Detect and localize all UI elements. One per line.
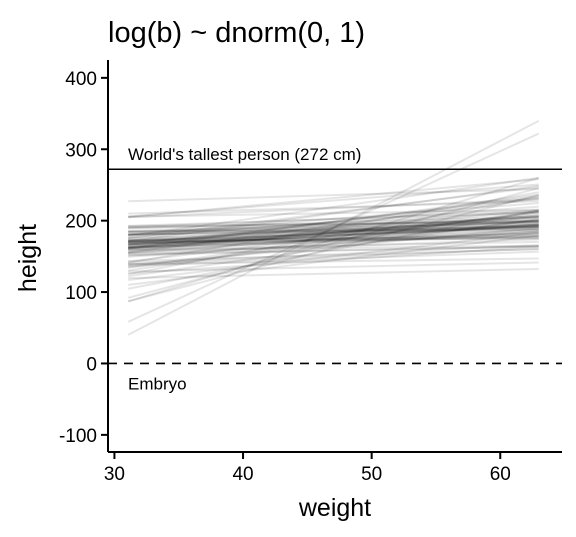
x-tick-label: 50 bbox=[361, 464, 382, 485]
y-axis-title: height bbox=[14, 224, 42, 292]
embryo-label: Embryo bbox=[128, 374, 187, 393]
tallest-person-label: World's tallest person (272 cm) bbox=[128, 145, 361, 164]
x-axis: 30 40 50 60 bbox=[104, 452, 562, 485]
y-tick-label: 0 bbox=[86, 354, 97, 375]
x-tick-label: 30 bbox=[104, 464, 125, 485]
y-tick-label: 400 bbox=[65, 69, 97, 90]
chart-title: log(b) ~ dnorm(0, 1) bbox=[108, 17, 365, 49]
y-tick-label: 100 bbox=[65, 283, 97, 304]
x-tick-label: 60 bbox=[490, 464, 511, 485]
x-tick-label: 40 bbox=[232, 464, 253, 485]
x-axis-title: weight bbox=[298, 494, 371, 522]
y-tick-label: -100 bbox=[59, 426, 97, 447]
y-axis: -100 0 100 200 300 400 bbox=[59, 60, 108, 452]
y-tick-label: 300 bbox=[65, 140, 97, 161]
y-tick-label: 200 bbox=[65, 212, 97, 233]
